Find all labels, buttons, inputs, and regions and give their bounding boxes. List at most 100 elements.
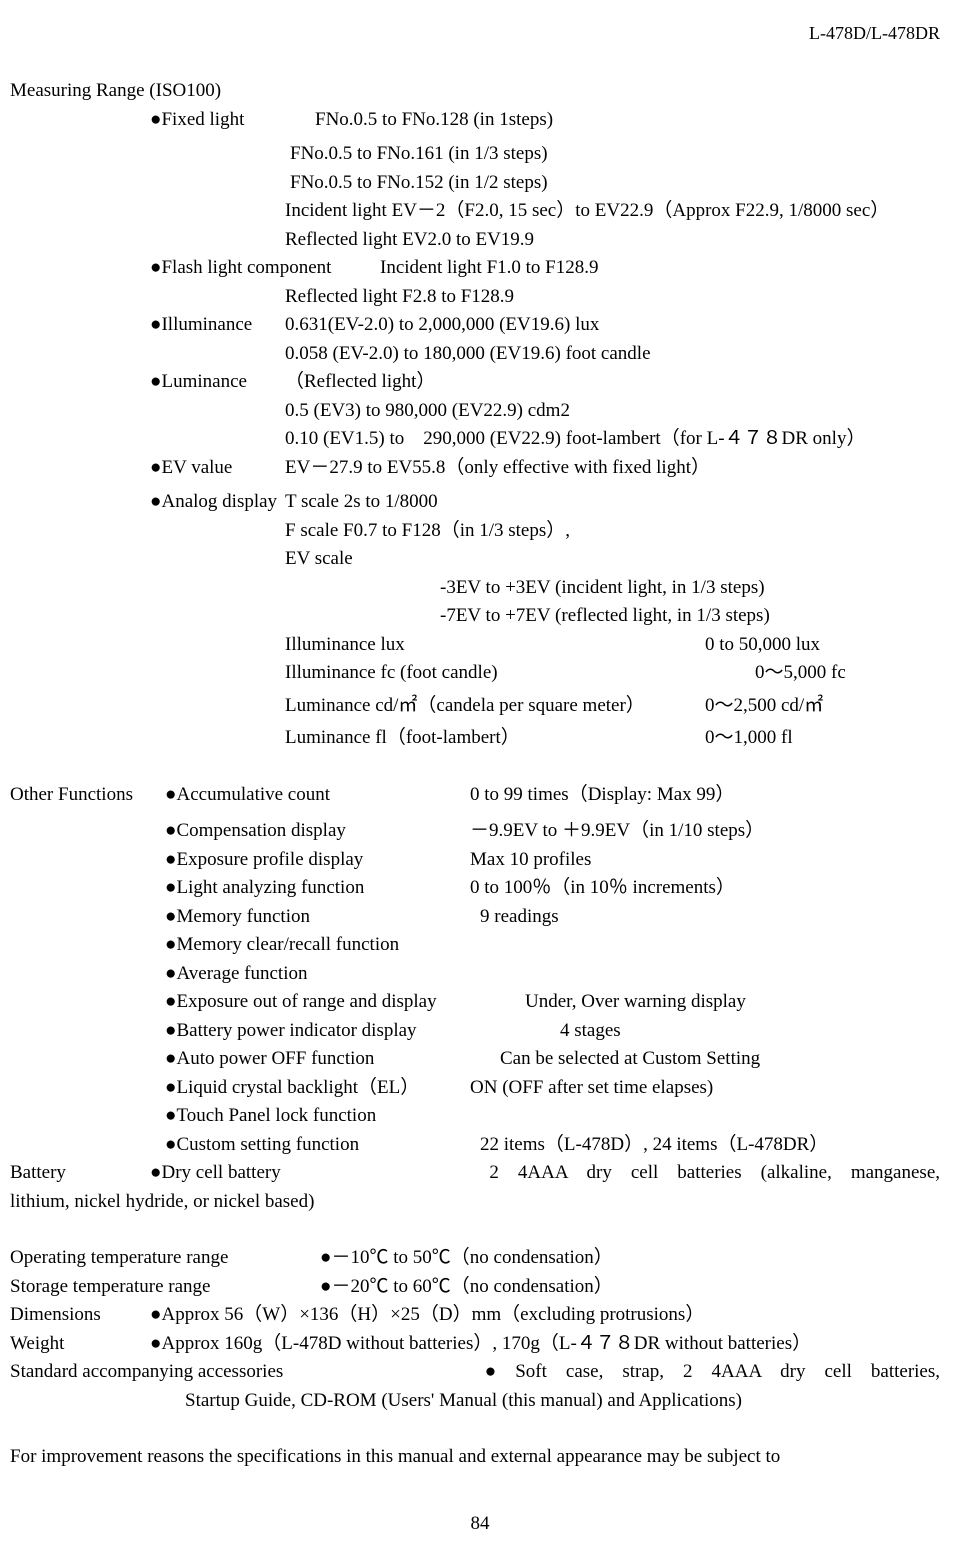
bullet-icon: [165, 1077, 176, 1098]
accessories-row: Standard accompanying accessories ● Soft…: [10, 1358, 950, 1387]
analog-table-label: Luminance cd/㎡（candela per square meter）: [285, 692, 680, 721]
luminance-value-2: 0.5 (EV3) to 980,000 (EV22.9) cdm2: [10, 397, 950, 426]
bullet-icon: [150, 1162, 161, 1183]
other-functions-title: Other Functions: [10, 781, 165, 810]
page-number: 84: [0, 1510, 960, 1539]
bullet-icon: [165, 906, 176, 927]
illuminance-label: Illuminance: [150, 311, 285, 340]
other-function-label: Compensation display: [165, 817, 470, 846]
analog-table: Illuminance lux0 to 50,000 luxIlluminanc…: [10, 631, 950, 753]
bullet-icon: [150, 1304, 161, 1325]
other-function-value: Max 10 profiles: [470, 846, 591, 875]
storage-temp-title: Storage temperature range: [10, 1273, 320, 1302]
luminance-label: Luminance: [150, 368, 285, 397]
fixed-light-value-1: FNo.0.5 to FNo.161 (in 1/3 steps): [10, 140, 950, 169]
other-function-label: Light analyzing function: [165, 874, 470, 903]
other-function-label: Touch Panel lock function: [165, 1102, 470, 1131]
other-function-value: 0 to 100％（in 10％ increments）: [470, 874, 735, 903]
analog-table-label: Illuminance fc (foot candle): [285, 659, 625, 688]
section-measuring-range: Measuring Range (ISO100): [10, 77, 950, 106]
other-function-row: Light analyzing function0 to 100％（in 10％…: [10, 874, 950, 903]
bullet-icon: [165, 1020, 176, 1041]
other-function-row: Auto power OFF function Can be selected a…: [10, 1045, 950, 1074]
analog-value-2: EV scale: [10, 545, 950, 574]
analog-table-row: Luminance fl（foot-lambert）0～1,000 fl: [10, 724, 950, 753]
analog-row: Analog display T scale 2s to 1/8000: [10, 488, 950, 517]
other-function-row: Memory function 9 readings: [10, 903, 950, 932]
bullet-icon: [150, 457, 161, 478]
storage-temp-row: Storage temperature range －20℃ to 60℃（no…: [10, 1273, 950, 1302]
other-function-label: Memory function: [165, 903, 470, 932]
operating-temp-row: Operating temperature range －10℃ to 50℃（…: [10, 1244, 950, 1273]
other-function-label: Custom setting function: [165, 1131, 470, 1160]
other-function-value: 9 readings: [480, 903, 559, 932]
analog-table-label: Luminance fl（foot-lambert）: [285, 724, 625, 753]
measuring-range-title: Measuring Range (ISO100): [10, 80, 221, 101]
other-functions-list: Compensation display－9.9EV to ＋9.9EV（in …: [10, 817, 950, 1159]
bullet-icon: [320, 1276, 331, 1297]
luminance-row: Luminance （Reflected light）: [10, 368, 950, 397]
bullet-icon: [165, 820, 176, 841]
bullet-icon: [150, 491, 161, 512]
other-function-value: Can be selected at Custom Setting: [500, 1045, 760, 1074]
dimensions-title: Dimensions: [10, 1301, 150, 1330]
analog-table-row: Illuminance lux 0 to 50,000 lux: [10, 631, 950, 660]
weight-row: Weight Approx 160g（L-478D without batter…: [10, 1330, 950, 1359]
battery-label: Dry cell battery: [150, 1159, 350, 1188]
fixed-light-row: Fixed light FNo.0.5 to FNo.128 (in 1step…: [10, 106, 950, 135]
ev-value-label: EV value: [150, 454, 285, 483]
analog-ev-1: -7EV to +7EV (reflected light, in 1/3 st…: [10, 602, 950, 631]
bullet-icon: [165, 1048, 176, 1069]
analog-table-label: Illuminance lux: [285, 631, 625, 660]
analog-table-row: Illuminance fc (foot candle) 0～5,000 fc: [10, 659, 950, 688]
dimensions-row: Dimensions Approx 56（W）×136（H）×25（D）mm（e…: [10, 1301, 950, 1330]
fixed-light-value-4: Reflected light EV2.0 to EV19.9: [10, 226, 950, 255]
analog-table-value: 0～2,500 cd/㎡: [705, 692, 823, 721]
other-function-label: Exposure out of range and display: [165, 988, 505, 1017]
analog-ev-0: -3EV to +3EV (incident light, in 1/3 ste…: [10, 574, 950, 603]
other-function-label: Exposure profile display: [165, 846, 470, 875]
other-function-label: Average function: [165, 960, 470, 989]
bullet-icon: [150, 257, 161, 278]
other-function-0-value: 0 to 99 times（Display: Max 99）: [470, 781, 734, 810]
other-function-label: Memory clear/recall function: [165, 931, 470, 960]
bullet-icon: [165, 1134, 176, 1155]
fixed-light-value-0: FNo.0.5 to FNo.128 (in 1steps): [315, 106, 553, 135]
flash-light-label: Flash light component: [150, 254, 380, 283]
fixed-light-label: Fixed light: [150, 106, 315, 135]
operating-temp-title: Operating temperature range: [10, 1244, 320, 1273]
luminance-value-1: （Reflected light）: [285, 368, 435, 397]
bullet-icon: [165, 991, 176, 1012]
illuminance-value-1: 0.631(EV-2.0) to 2,000,000 (EV19.6) lux: [285, 311, 599, 340]
other-function-row: Liquid crystal backlight（EL）ON (OFF afte…: [10, 1074, 950, 1103]
illuminance-value-2: 0.058 (EV-2.0) to 180,000 (EV19.6) foot …: [10, 340, 950, 369]
analog-label: Analog display: [150, 488, 285, 517]
other-function-label: Liquid crystal backlight（EL）: [165, 1074, 470, 1103]
bullet-icon: [150, 109, 161, 130]
other-function-label: Auto power OFF function: [165, 1045, 470, 1074]
other-function-value: 4 stages: [560, 1017, 621, 1046]
other-function-row: Custom setting function22 items（L-478D）,…: [10, 1131, 950, 1160]
model-header: L-478D/L-478DR: [10, 20, 950, 47]
bullet-icon: [165, 784, 176, 805]
analog-table-row: Luminance cd/㎡（candela per square meter）…: [10, 692, 950, 721]
flash-light-value-1: Incident light F1.0 to F128.9: [380, 254, 599, 283]
battery-value-a: 2 4AAA dry cell batteries (alkaline, man…: [350, 1159, 950, 1188]
bullet-icon: [165, 963, 176, 984]
other-function-label: Battery power indicator display: [165, 1017, 500, 1046]
bullet-icon: [150, 314, 161, 335]
bullet-icon: [165, 1105, 176, 1126]
analog-table-value: 0～5,000 fc: [755, 659, 846, 688]
other-function-row: Compensation display－9.9EV to ＋9.9EV（in …: [10, 817, 950, 846]
other-function-row: Battery power indicator display 4 stages: [10, 1017, 950, 1046]
accessories-value-2: Startup Guide, CD-ROM (Users' Manual (th…: [10, 1387, 950, 1416]
ev-value-row: EV value EV－27.9 to EV55.8（only effectiv…: [10, 454, 950, 483]
accessories-title: Standard accompanying accessories: [10, 1358, 330, 1387]
accessories-value-1: ● Soft case, strap, 2 4AAA dry cell batt…: [330, 1358, 950, 1387]
battery-value-b: lithium, nickel hydride, or nickel based…: [10, 1188, 950, 1217]
bullet-icon: [150, 371, 161, 392]
other-function-value: Under, Over warning display: [525, 988, 746, 1017]
analog-table-value: 0 to 50,000 lux: [705, 631, 820, 660]
bullet-icon: [165, 934, 176, 955]
weight-value: Approx 160g（L-478D without batteries）, 1…: [150, 1330, 811, 1359]
